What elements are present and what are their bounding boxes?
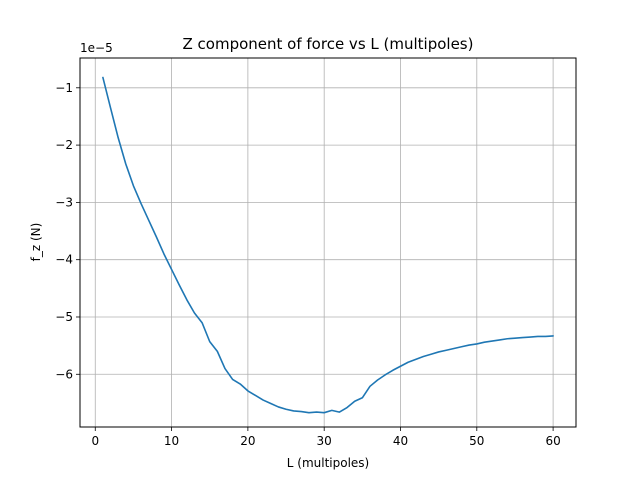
y-tick-label: −1 [55, 81, 73, 95]
y-axis-ticks: −1 −2 −3 −4 −5 −6 [55, 81, 80, 381]
x-axis-ticks: 0 10 20 30 40 50 60 [91, 427, 561, 448]
x-tick-label: 40 [393, 434, 408, 448]
y-axis-label: f_z (N) [29, 223, 43, 262]
y-axis-offset-label: 1e−5 [80, 41, 113, 55]
chart-title: Z component of force vs L (multipoles) [183, 35, 474, 53]
plot-frame [79, 57, 577, 428]
x-tick-label: 0 [91, 434, 99, 448]
x-tick-label: 10 [164, 434, 179, 448]
y-tick-label: −3 [55, 195, 73, 209]
y-tick-label: −4 [55, 253, 73, 267]
series-layer [102, 76, 554, 414]
x-tick-label: 30 [317, 434, 332, 448]
y-tick-label: −2 [55, 138, 73, 152]
grid [80, 58, 576, 427]
plot-background [80, 58, 576, 427]
y-tick-label: −5 [55, 310, 73, 324]
y-tick-label: −6 [55, 367, 73, 381]
x-tick-label: 20 [240, 434, 255, 448]
x-tick-label: 50 [469, 434, 484, 448]
x-axis-label: L (multipoles) [287, 456, 369, 470]
x-tick-label: 60 [545, 434, 560, 448]
series-line [102, 76, 554, 414]
